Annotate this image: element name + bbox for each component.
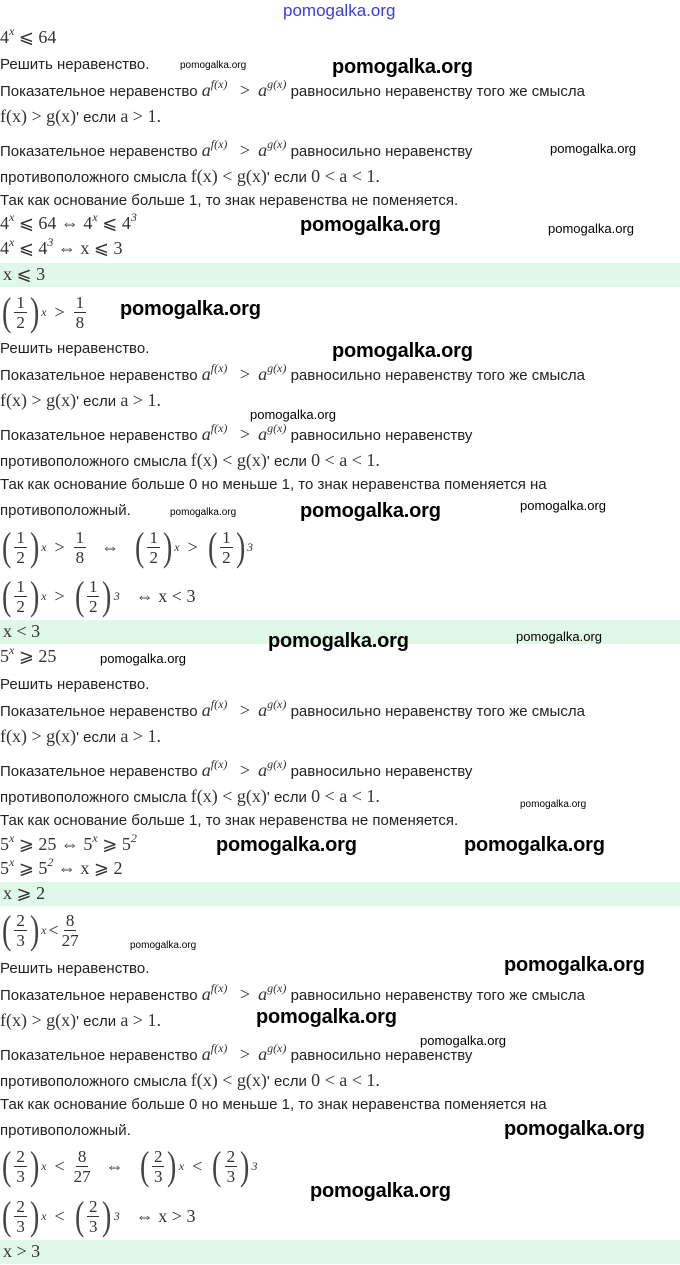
watermark: pomogalka.org [268,630,409,652]
rule-condition-opposite: противоположного смысла f(x) < g(x)' есл… [0,786,380,806]
step-2: (2 3) x < (2 3) 3 ⇔ x > 3 [1,1193,196,1238]
watermark: pomogalka.org [504,1118,645,1140]
watermark: pomogalka.org [516,629,602,644]
watermark: pomogalka.org [300,500,441,522]
step-1: 5x ⩾ 25 ⇔ 5x ⩾ 52 [0,831,137,854]
rule-condition-opposite: противоположного смысла f(x) < g(x)' есл… [0,450,380,470]
watermark: pomogalka.org [170,507,237,518]
watermark: pomogalka.org [420,1033,506,1048]
step-1: 4x ⩽ 64 ⇔ 4x ⩽ 43 [0,210,137,233]
watermark: pomogalka.org [548,221,634,236]
problem-1-statement: 4x ⩽ 64 [0,24,57,47]
step-2: 4x ⩽ 43 ⇔ x ⩽ 3 [0,235,123,258]
rule-block: Показательное неравенство af(x) > ag(x) р… [0,691,680,806]
answer-bar: x ⩽ 3 [0,263,680,287]
rule-condition-same: f(x) > g(x)' если a > 1. [0,1010,161,1030]
rule-line-same: Показательное неравенство af(x) > ag(x) р… [0,981,585,1004]
watermark: pomogalka.org [504,954,645,976]
step-1: (2 3) x < 8 27 ⇔ (2 3) x < (2 3) 3 [1,1143,258,1188]
answer: x ⩽ 3 [3,264,46,284]
rule-condition-opposite: противоположного смысла f(x) < g(x)' есл… [0,166,380,186]
solve-label: Решить неравенство. [0,960,150,977]
watermark: pomogalka.org [332,56,473,78]
watermark: pomogalka.org [550,141,636,156]
solve-label: Решить неравенство. [0,340,150,357]
watermark: pomogalka.org [520,799,587,810]
solve-label: Решить неравенство. [0,676,150,693]
problem-3-statement: 5x ⩾ 25 [0,643,57,666]
rule-line-same: Показательное неравенство af(x) > ag(x) р… [0,77,585,100]
watermark: pomogalka.org [332,340,473,362]
answer-bar: x < 3 [0,620,680,644]
conclusion-cont: противоположный. [0,502,131,519]
watermark: pomogalka.org [310,1180,451,1202]
problem-4-statement: (2 3) x < 8 27 [1,907,79,952]
rule-condition-same: f(x) > g(x)' если a > 1. [0,106,161,126]
rule-block: Показательное неравенство af(x) > ag(x) р… [0,71,680,186]
rule-line-opposite: Показательное неравенство af(x) > ag(x) р… [0,1041,473,1064]
answer: x > 3 [3,1241,41,1261]
rule-condition-same: f(x) > g(x)' если a > 1. [0,390,161,410]
conclusion: Так как основание больше 0 но меньше 1, … [0,1096,547,1113]
conclusion: Так как основание больше 1, то знак нера… [0,812,459,829]
watermark: pomogalka.org [130,940,197,951]
conclusion: Так как основание больше 1, то знак нера… [0,192,459,209]
watermark: pomogalka.org [256,1006,397,1028]
watermark: pomogalka.org [300,214,441,236]
watermark: pomogalka.org [180,60,247,71]
step-2: 5x ⩾ 52 ⇔ x ⩾ 2 [0,855,123,878]
rule-line-opposite: Показательное неравенство af(x) > ag(x) р… [0,421,473,444]
watermark: pomogalka.org [464,834,605,856]
conclusion: Так как основание больше 0 но меньше 1, … [0,476,547,493]
site-header-link[interactable]: pomogalka.org [283,1,396,20]
watermark: pomogalka.org [100,651,186,666]
rule-line-opposite: Показательное неравенство af(x) > ag(x) р… [0,137,473,160]
answer-bar: x ⩾ 2 [0,882,680,906]
answer-bar: x > 3 [0,1240,680,1264]
watermark: pomogalka.org [120,298,261,320]
rule-block: Показательное неравенство af(x) > ag(x) р… [0,355,680,470]
rule-line-same: Показательное неравенство af(x) > ag(x) р… [0,697,585,720]
watermark: pomogalka.org [250,407,336,422]
rule-line-same: Показательное неравенство af(x) > ag(x) р… [0,361,585,384]
rule-line-opposite: Показательное неравенство af(x) > ag(x) р… [0,757,473,780]
conclusion-cont: противоположный. [0,1122,131,1139]
answer: x ⩾ 2 [3,883,46,903]
answer: x < 3 [3,621,41,641]
solve-label: Решить неравенство. [0,56,150,73]
rule-condition-opposite: противоположного смысла f(x) < g(x)' есл… [0,1070,380,1090]
rule-block: Показательное неравенство af(x) > ag(x) р… [0,975,680,1090]
watermark: pomogalka.org [216,834,357,856]
watermark: pomogalka.org [520,498,606,513]
rule-condition-same: f(x) > g(x)' если a > 1. [0,726,161,746]
step-2: (1 2) x > (1 2) 3 ⇔ x < 3 [1,573,196,618]
